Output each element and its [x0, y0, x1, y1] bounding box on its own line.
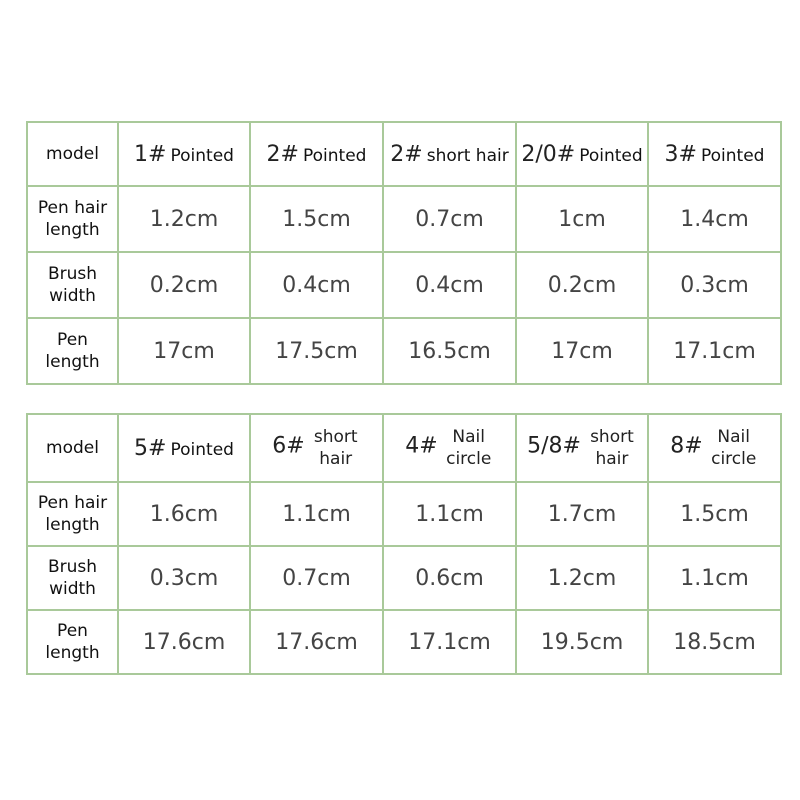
row-label: Brush width — [26, 545, 119, 611]
model-name: Pointed — [700, 145, 765, 166]
pen-length-cell: 17.1cm — [647, 317, 782, 385]
model-name: short hair — [426, 145, 509, 166]
model-number: 4# — [405, 433, 438, 459]
pen-hair-length-cell: 1.5cm — [249, 185, 384, 253]
model-name: Pointed — [579, 145, 643, 166]
row-label: Pen hair length — [26, 185, 119, 253]
brush-width-cell: 0.7cm — [249, 545, 384, 611]
brush-width-cell: 0.4cm — [382, 251, 517, 319]
table-row: Pen length 17cm 17.5cm 16.5cm 17cm 17.1cm — [26, 317, 782, 385]
row-label: Pen hair length — [26, 481, 119, 547]
row-label: Brush width — [26, 251, 119, 319]
pen-length-cell: 17.6cm — [249, 609, 384, 675]
pen-hair-length-cell: 1.1cm — [249, 481, 384, 547]
pen-length-cell: 16.5cm — [382, 317, 517, 385]
model-name: Nail circle — [711, 427, 757, 469]
spec-table-2: model 5# Pointed 6# short hair 4# Nail circle 5… — [26, 413, 782, 675]
header-row: model 1# Pointed 2# Pointed 2# short hair 2/0# P… — [26, 121, 782, 187]
model-number: 1# — [134, 141, 167, 167]
model-cell: 1# Pointed — [117, 121, 251, 187]
model-number: 5# — [134, 435, 167, 461]
model-number: 2# — [390, 141, 423, 167]
model-name: Pointed — [170, 439, 234, 460]
pen-hair-length-cell: 1.5cm — [647, 481, 782, 547]
model-cell: 4# Nail circle — [382, 413, 517, 483]
model-name: Nail circle — [446, 427, 492, 469]
model-cell: 3# Pointed — [647, 121, 782, 187]
model-number: 2/0# — [521, 141, 576, 167]
pen-length-cell: 17.1cm — [382, 609, 517, 675]
pen-length-cell: 17cm — [515, 317, 649, 385]
pen-length-cell: 18.5cm — [647, 609, 782, 675]
table-row: Pen hair length 1.2cm 1.5cm 0.7cm 1cm 1.4cm — [26, 185, 782, 253]
pen-length-cell: 19.5cm — [515, 609, 649, 675]
table-row: Brush width 0.2cm 0.4cm 0.4cm 0.2cm 0.3cm — [26, 251, 782, 319]
table-row: Pen hair length 1.6cm 1.1cm 1.1cm 1.7cm 1.5cm — [26, 481, 782, 547]
row-label: model — [26, 413, 119, 483]
model-number: 2# — [266, 141, 299, 167]
model-number: 5/8# — [527, 433, 581, 459]
pen-hair-length-cell: 1cm — [515, 185, 649, 253]
model-number: 8# — [670, 433, 703, 459]
pen-length-cell: 17cm — [117, 317, 251, 385]
brush-width-cell: 0.2cm — [117, 251, 251, 319]
pen-length-cell: 17.6cm — [117, 609, 251, 675]
brush-width-cell: 0.4cm — [249, 251, 384, 319]
brush-width-cell: 1.2cm — [515, 545, 649, 611]
model-name: short hair — [313, 427, 358, 469]
table-row: Pen length 17.6cm 17.6cm 17.1cm 19.5cm 18.5cm — [26, 609, 782, 675]
brush-width-cell: 0.3cm — [647, 251, 782, 319]
brush-width-cell: 0.6cm — [382, 545, 517, 611]
pen-hair-length-cell: 1.2cm — [117, 185, 251, 253]
spec-table-1: model 1# Pointed 2# Pointed 2# short hair 2/0# P… — [26, 121, 782, 385]
brush-width-cell: 0.3cm — [117, 545, 251, 611]
pen-hair-length-cell: 1.1cm — [382, 481, 517, 547]
pen-hair-length-cell: 1.4cm — [647, 185, 782, 253]
table-row: Brush width 0.3cm 0.7cm 0.6cm 1.2cm 1.1cm — [26, 545, 782, 611]
brush-width-cell: 0.2cm — [515, 251, 649, 319]
model-cell: 6# short hair — [249, 413, 384, 483]
pen-length-cell: 17.5cm — [249, 317, 384, 385]
model-cell: 5# Pointed — [117, 413, 251, 483]
model-name: Pointed — [170, 145, 234, 166]
model-cell: 2/0# Pointed — [515, 121, 649, 187]
row-label: Pen length — [26, 317, 119, 385]
brush-width-cell: 1.1cm — [647, 545, 782, 611]
model-number: 6# — [272, 433, 305, 459]
pen-hair-length-cell: 0.7cm — [382, 185, 517, 253]
model-name: short hair — [590, 427, 634, 469]
pen-hair-length-cell: 1.7cm — [515, 481, 649, 547]
pen-hair-length-cell: 1.6cm — [117, 481, 251, 547]
model-cell: 8# Nail circle — [647, 413, 782, 483]
model-number: 3# — [664, 141, 697, 167]
header-row: model 5# Pointed 6# short hair 4# Nail circle 5… — [26, 413, 782, 483]
model-name: Pointed — [302, 145, 367, 166]
model-cell: 5/8# short hair — [515, 413, 649, 483]
model-cell: 2# Pointed — [249, 121, 384, 187]
row-label: Pen length — [26, 609, 119, 675]
model-cell: 2# short hair — [382, 121, 517, 187]
row-label: model — [26, 121, 119, 187]
